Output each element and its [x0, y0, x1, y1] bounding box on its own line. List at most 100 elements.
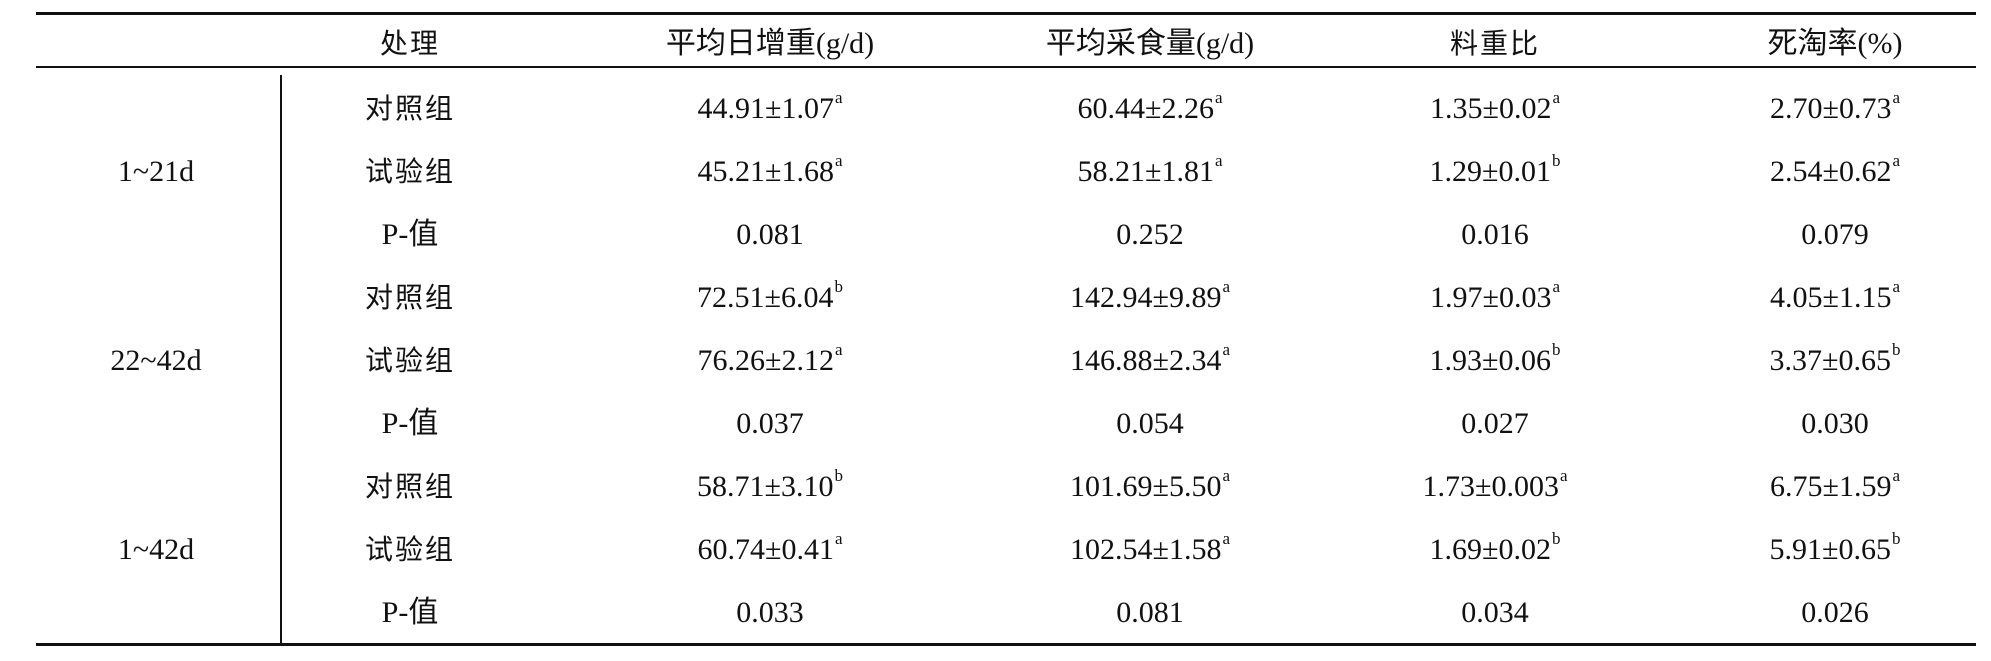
table-cell: 1.73±0.003a: [1195, 466, 1795, 505]
cell-value: 0.026: [1801, 596, 1869, 629]
cell-value: 0.030: [1801, 407, 1869, 440]
significance-letter: b: [1891, 340, 1901, 359]
table-cell: 0.081: [850, 595, 1450, 631]
table-cell: 4.05±1.15a: [1535, 277, 1991, 316]
significance-letter: a: [1892, 151, 1900, 170]
column-header: 处理: [379, 27, 440, 60]
cell-value: 1.93±0.06: [1429, 344, 1551, 377]
table-cell: 1.69±0.02b: [1195, 529, 1795, 568]
table-cell: 146.88±2.34a: [850, 340, 1450, 379]
significance-letter: b: [1551, 529, 1561, 548]
table-cell: 0.079: [1535, 217, 1991, 253]
cell-value: 6.75±1.59: [1769, 470, 1892, 503]
cell-value: 2.70±0.73: [1769, 92, 1892, 125]
row-label: P-值: [381, 596, 439, 629]
significance-letter: b: [834, 277, 843, 296]
period-label: 1~21d: [117, 155, 195, 188]
significance-letter: a: [1559, 466, 1568, 485]
group-divider-line: [280, 453, 282, 643]
cell-value: 2.54±0.62: [1769, 155, 1892, 188]
significance-letter: a: [1552, 277, 1560, 296]
significance-letter: a: [1214, 88, 1223, 107]
cell-value: 3.37±0.65: [1769, 344, 1891, 377]
table-cell: 45.21±1.68a: [470, 151, 1070, 190]
row-label: 试验组: [364, 344, 455, 377]
cell-value: 146.88±2.34: [1069, 344, 1222, 377]
table-cell: 0.033: [470, 595, 1070, 631]
column-header: 死淘率(%): [1767, 27, 1903, 60]
group-divider-line: [280, 264, 282, 454]
cell-value: 1.35±0.02: [1429, 92, 1552, 125]
table-bottom-rule: [36, 643, 1976, 646]
table-cell: 5.91±0.65b: [1535, 529, 1991, 568]
cell-value: 101.69±5.50: [1069, 470, 1222, 503]
table-cell: 0.037: [470, 406, 1070, 442]
table-top-rule: [36, 12, 1976, 15]
table-cell: 76.26±2.12a: [470, 340, 1070, 379]
significance-letter: a: [834, 151, 843, 170]
table-cell: 6.75±1.59a: [1535, 466, 1991, 505]
row-label: 对照组: [364, 92, 455, 125]
table-cell: 0.252: [850, 217, 1450, 253]
table-cell: 44.91±1.07a: [470, 89, 1070, 127]
significance-letter: a: [1892, 88, 1900, 107]
cell-value: 1.97±0.03: [1429, 281, 1552, 314]
significance-letter: a: [834, 340, 843, 359]
significance-letter: a: [1552, 88, 1560, 107]
column-header: 料重比: [1449, 27, 1540, 60]
significance-letter: b: [1551, 151, 1561, 170]
significance-letter: a: [1892, 466, 1900, 485]
cell-value: 58.21±1.81: [1077, 155, 1214, 188]
cell-value: 60.74±0.41: [697, 533, 834, 566]
cell-value: 45.21±1.68: [697, 155, 834, 188]
cell-value: 1.73±0.003: [1422, 470, 1559, 503]
cell-value: 1.29±0.01: [1429, 155, 1551, 188]
table-cell: 102.54±1.58a: [850, 529, 1450, 568]
row-label: 试验组: [364, 533, 455, 566]
group-divider-line: [280, 75, 282, 265]
significance-letter: a: [1222, 340, 1230, 359]
significance-letter: a: [1892, 277, 1900, 296]
table-cell: 1.29±0.01b: [1195, 151, 1795, 190]
cell-value: 60.44±2.26: [1077, 92, 1214, 125]
table-cell: 60.74±0.41a: [470, 530, 1070, 568]
significance-letter: a: [1222, 529, 1230, 548]
table-cell: 142.94±9.89a: [850, 277, 1450, 316]
row-label: P-值: [381, 218, 439, 251]
cell-value: 0.081: [1116, 596, 1184, 629]
row-label: 试验组: [364, 155, 455, 188]
period-label: 1~42d: [117, 533, 195, 566]
cell-value: 76.26±2.12: [697, 344, 834, 377]
cell-value: 72.51±6.04: [697, 281, 834, 314]
significance-letter: a: [1222, 277, 1230, 296]
table-cell: 1.97±0.03a: [1195, 277, 1795, 316]
column-header: 平均日增重(g/d): [665, 27, 875, 60]
row-label: P-值: [381, 407, 439, 440]
table-cell: 1.93±0.06b: [1195, 340, 1795, 379]
cell-value: 0.054: [1116, 407, 1184, 440]
table-cell: 60.44±2.26a: [850, 88, 1450, 127]
significance-letter: b: [1551, 340, 1561, 359]
significance-letter: b: [1891, 529, 1901, 548]
table-cell: 58.71±3.10b: [470, 466, 1070, 505]
table-cell: 0.030: [1535, 406, 1991, 442]
row-label: 对照组: [364, 470, 455, 503]
table-cell: 0.081: [470, 217, 1070, 253]
cell-value: 44.91±1.07: [697, 92, 834, 125]
table-cell: 0.034: [1195, 595, 1795, 631]
significance-letter: b: [834, 466, 843, 485]
cell-value: 0.037: [736, 407, 804, 440]
period-label: 22~42d: [110, 344, 202, 377]
cell-value: 0.027: [1461, 407, 1529, 440]
cell-value: 4.05±1.15: [1769, 281, 1892, 314]
table-header-rule: [36, 66, 1976, 68]
cell-value: 5.91±0.65: [1769, 533, 1891, 566]
row-label: 对照组: [364, 281, 455, 314]
table-cell: 2.54±0.62a: [1535, 151, 1991, 190]
cell-value: 58.71±3.10: [697, 470, 834, 503]
cell-value: 0.252: [1116, 218, 1184, 251]
column-header: 平均采食量(g/d): [1045, 27, 1255, 60]
cell-value: 0.034: [1461, 596, 1529, 629]
table-cell: 1.35±0.02a: [1195, 88, 1795, 127]
table-cell: 3.37±0.65b: [1535, 340, 1991, 379]
